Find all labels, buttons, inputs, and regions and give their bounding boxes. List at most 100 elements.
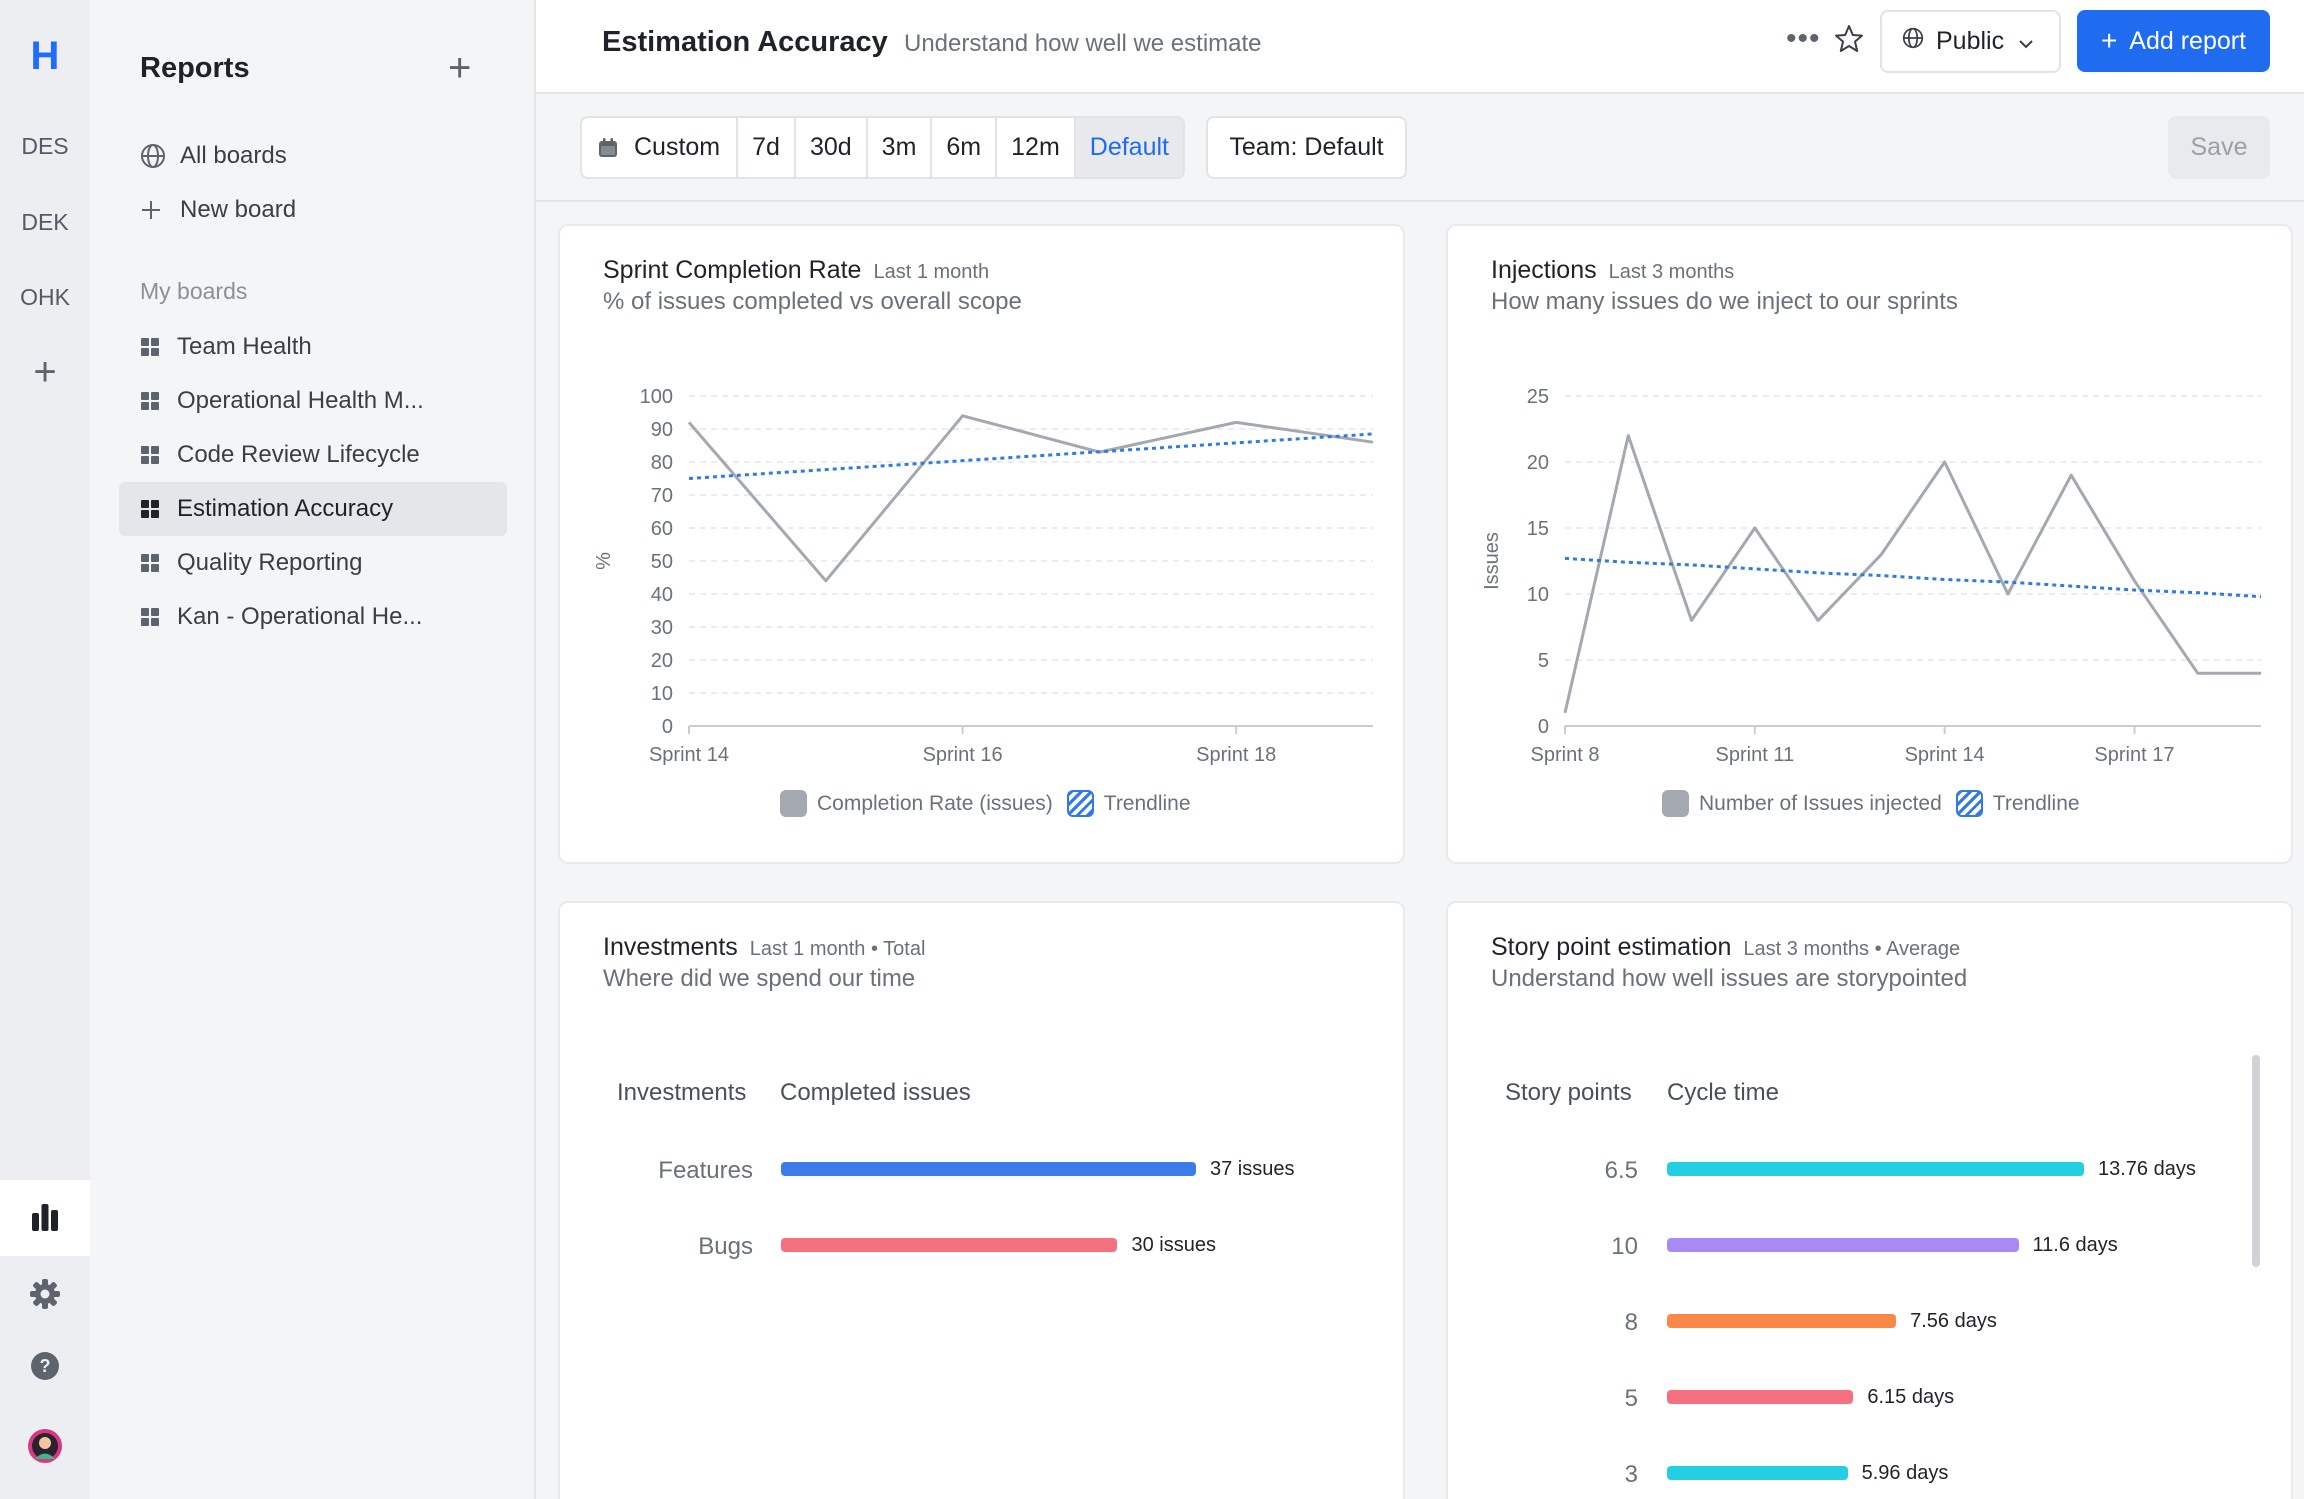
bar-category-label: 8 (1624, 1309, 1638, 1336)
data-series-line (687, 414, 1374, 583)
y-axis-label: % (593, 552, 615, 570)
new-board-link[interactable]: New board (140, 190, 296, 230)
y-tick-label: 50 (651, 551, 673, 573)
plus-icon (140, 199, 168, 221)
card-period: Last 1 month (873, 261, 990, 283)
team-selector[interactable]: Team: Default (1206, 116, 1407, 179)
card-title: Sprint Completion Rate Last 1 month (603, 256, 989, 285)
bar-category-label: 10 (1611, 1233, 1638, 1260)
reports-icon[interactable] (0, 1202, 90, 1232)
range-30d[interactable]: 30d (796, 118, 868, 177)
user-avatar[interactable] (0, 1428, 90, 1464)
legend-label: Completion Rate (issues) (817, 791, 1053, 815)
sidebar-item-code-review[interactable]: Code Review Lifecycle (119, 428, 507, 482)
card-period: Last 3 months (1608, 261, 1735, 283)
investments-card: Investments Last 1 month • Total Where di… (558, 901, 1405, 1499)
chart-legend: Number of Issues injected Trendline (1662, 790, 2080, 817)
workspace-rail: H DES DEK OHK + ? (0, 0, 90, 1499)
more-options-icon[interactable]: ••• (1786, 22, 1821, 55)
sidebar-item-team-health[interactable]: Team Health (119, 320, 507, 374)
card-period: Last 1 month • Total (749, 938, 926, 960)
sidebar-item-estimation-accuracy[interactable]: Estimation Accuracy (119, 482, 507, 536)
range-12m[interactable]: 12m (997, 118, 1076, 177)
workspace-ohk[interactable]: OHK (20, 284, 70, 310)
star-icon[interactable] (1834, 24, 1864, 59)
story-point-card: Story point estimation Last 3 months • Av… (1446, 901, 2293, 1499)
board-grid-icon (141, 554, 159, 572)
workspace-dek[interactable]: DEK (21, 209, 69, 235)
scrollbar-thumb[interactable] (2252, 1055, 2260, 1267)
card-title-text: Sprint Completion Rate (603, 256, 862, 284)
sidebar-item-kan-operational[interactable]: Kan - Operational He... (119, 590, 507, 644)
x-tick-label: Sprint 17 (2094, 744, 2174, 766)
range-3m[interactable]: 3m (868, 118, 933, 177)
y-tick-label: 30 (651, 617, 673, 639)
card-title: Story point estimation Last 3 months • Av… (1491, 933, 1960, 962)
y-tick-label: 60 (651, 518, 673, 540)
globe-icon (140, 143, 168, 169)
sidebar-item-label: Operational Health M... (177, 387, 424, 414)
bar (1667, 1162, 2084, 1176)
trendline-series (1564, 556, 2262, 599)
legend-swatch-trendline (1066, 790, 1094, 817)
all-boards-link[interactable]: All boards (140, 136, 287, 176)
y-tick-label: 0 (1538, 716, 1549, 738)
add-workspace-button[interactable]: + (33, 350, 57, 394)
sidebar-item-quality-reporting[interactable]: Quality Reporting (119, 536, 507, 590)
bar (1667, 1314, 1897, 1328)
board-grid-icon (141, 446, 159, 464)
y-tick-label: 80 (651, 452, 673, 474)
y-tick-label: 100 (640, 386, 673, 408)
y-axis-label: Issues (1481, 532, 1503, 590)
bar (1667, 1238, 2019, 1252)
bar (1667, 1390, 1854, 1404)
sidebar-item-operational-health[interactable]: Operational Health M... (119, 374, 507, 428)
injections-line-chart: 0 5 10 15 20 25 Sprint 8 Sprint 11 Sprint 14 Spri… (1481, 386, 2262, 766)
legend-swatch-series (1662, 790, 1689, 817)
new-board-label: New board (180, 196, 297, 223)
x-tick-label: Sprint 8 (1531, 744, 1600, 766)
bar-value-label: 11.6 days (2032, 1234, 2118, 1256)
range-default[interactable]: Default (1075, 118, 1183, 177)
x-tick-label: Sprint 18 (1196, 744, 1276, 766)
card-title-text: Story point estimation (1491, 933, 1732, 961)
card-subtitle: % of issues completed vs overall scope (603, 288, 1022, 315)
add-board-button[interactable]: + (448, 46, 472, 90)
column-header-story-points: Story points (1505, 1079, 1632, 1106)
column-header-completed: Completed issues (780, 1079, 971, 1106)
visibility-dropdown[interactable]: Public (1880, 10, 2061, 73)
trendline-series (688, 432, 1374, 480)
bar-value-label: 30 issues (1131, 1234, 1216, 1256)
bar-value-label: 13.76 days (2098, 1158, 2196, 1180)
y-tick-label: 40 (651, 584, 673, 606)
app-logo[interactable]: H (30, 34, 60, 78)
range-7d[interactable]: 7d (738, 118, 796, 177)
bar-value-label: 37 issues (1210, 1158, 1295, 1180)
sidebar-item-label: Team Health (177, 333, 312, 360)
range-6m[interactable]: 6m (932, 118, 998, 177)
calendar-icon (598, 137, 618, 158)
bar-category-label: 5 (1624, 1385, 1638, 1412)
range-custom[interactable]: Custom (582, 118, 739, 177)
chevron-down-icon (2018, 27, 2034, 56)
bar-value-label: 7.56 days (1910, 1310, 1997, 1332)
my-boards-heading: My boards (140, 278, 248, 304)
workspace-des[interactable]: DES (21, 133, 69, 159)
sidebar-item-label: Estimation Accuracy (177, 495, 394, 522)
y-tick-label: 15 (1527, 518, 1549, 540)
svg-text:?: ? (40, 1356, 51, 1376)
y-tick-label: 10 (1527, 584, 1549, 606)
save-button[interactable]: Save (2168, 116, 2270, 179)
y-tick-label: 10 (651, 683, 673, 705)
visibility-label: Public (1936, 27, 2005, 55)
completion-line-chart: 0 10 20 30 40 50 60 70 80 90 100 Sprint 14 Sprint 16… (593, 386, 1374, 766)
help-icon[interactable]: ? (0, 1351, 90, 1381)
settings-gear-icon[interactable] (0, 1278, 90, 1310)
card-subtitle: Understand how well issues are storypoin… (1491, 965, 1968, 992)
add-report-button[interactable]: + Add report (2077, 10, 2270, 72)
board-grid-icon (141, 500, 159, 518)
card-subtitle: Where did we spend our time (603, 965, 916, 992)
reports-sidebar: Reports + All boards New board My boards… (90, 0, 536, 1499)
x-tick-label: Sprint 16 (923, 744, 1003, 766)
board-grid-icon (141, 338, 159, 356)
